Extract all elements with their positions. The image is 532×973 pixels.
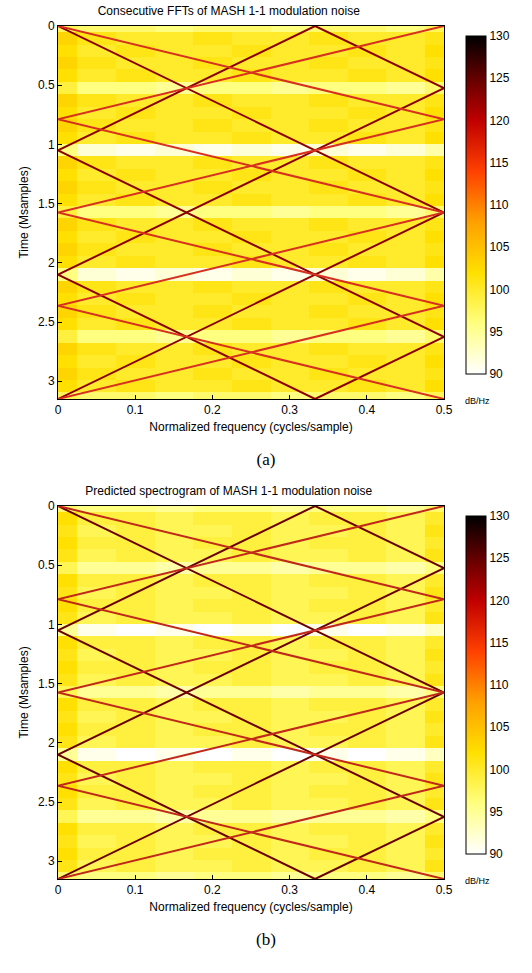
svg-text:1.5: 1.5: [38, 197, 55, 211]
svg-text:Normalized frequency (cycles/s: Normalized frequency (cycles/sample): [149, 900, 352, 914]
svg-text:95: 95: [489, 805, 503, 819]
svg-text:115: 115: [489, 156, 508, 170]
svg-text:Time (Msamples): Time (Msamples): [17, 166, 31, 258]
svg-text:dB/Hz: dB/Hz: [465, 396, 490, 406]
svg-text:2: 2: [48, 256, 55, 270]
svg-text:90: 90: [489, 847, 503, 861]
html-text:(a): (a): [256, 450, 276, 469]
svg-text:3: 3: [48, 854, 55, 868]
svg-text:125: 125: [489, 71, 509, 85]
svg-text:0.3: 0.3: [281, 403, 298, 417]
svg-text:1: 1: [48, 618, 55, 632]
svg-text:2: 2: [48, 736, 55, 750]
svg-text:105: 105: [489, 720, 509, 734]
svg-text:110: 110: [489, 678, 508, 692]
svg-text:0: 0: [55, 403, 62, 417]
svg-text:0.3: 0.3: [281, 883, 298, 897]
svg-text:130: 130: [489, 509, 509, 523]
svg-text:115: 115: [489, 636, 508, 650]
svg-text:0: 0: [48, 499, 55, 513]
svg-text:3: 3: [48, 374, 55, 388]
svg-text:2.5: 2.5: [38, 315, 55, 329]
svg-text:105: 105: [489, 240, 509, 254]
svg-text:0.5: 0.5: [38, 558, 55, 572]
svg-text:120: 120: [489, 594, 509, 608]
html-text:(b): (b): [256, 930, 276, 949]
svg-text:0.4: 0.4: [358, 403, 375, 417]
svg-text:1: 1: [48, 138, 55, 152]
svg-text:125: 125: [489, 551, 509, 565]
svg-text:0.2: 0.2: [204, 883, 221, 897]
svg-text:Normalized frequency (cycles/s: Normalized frequency (cycles/sample): [149, 420, 352, 434]
svg-text:2.5: 2.5: [38, 795, 55, 809]
svg-text:Time (Msamples): Time (Msamples): [17, 646, 31, 738]
svg-text:0.1: 0.1: [127, 883, 144, 897]
svg-text:0.1: 0.1: [127, 403, 144, 417]
svg-text:90: 90: [489, 367, 503, 381]
svg-text:120: 120: [489, 114, 509, 128]
svg-text:0.5: 0.5: [38, 78, 55, 92]
svg-text:Predicted spectrogram of MASH: Predicted spectrogram of MASH 1-1 modula…: [85, 484, 372, 498]
svg-text:110: 110: [489, 198, 508, 212]
svg-text:100: 100: [489, 763, 509, 777]
svg-text:0: 0: [55, 883, 62, 897]
svg-text:1.5: 1.5: [38, 677, 55, 691]
svg-text:0: 0: [48, 19, 55, 33]
svg-text:100: 100: [489, 283, 509, 297]
svg-text:95: 95: [489, 325, 503, 339]
svg-text:0.5: 0.5: [436, 883, 453, 897]
svg-text:0.4: 0.4: [358, 883, 375, 897]
svg-text:0.2: 0.2: [204, 403, 221, 417]
svg-text:Consecutive FFTs of MASH 1-1 m: Consecutive FFTs of MASH 1-1 modulation …: [98, 4, 360, 18]
svg-text:130: 130: [489, 29, 509, 43]
svg-text:0.5: 0.5: [436, 403, 453, 417]
svg-text:dB/Hz: dB/Hz: [465, 876, 490, 886]
